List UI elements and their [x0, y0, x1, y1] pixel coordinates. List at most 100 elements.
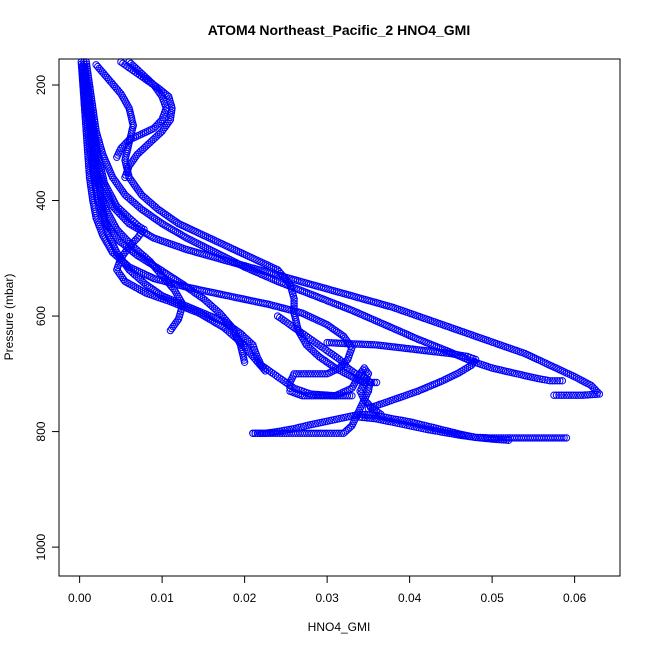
data-point — [493, 435, 501, 444]
data-point — [162, 222, 170, 230]
data-point — [471, 433, 480, 442]
data-point — [557, 391, 566, 399]
data-point — [82, 81, 90, 89]
data-point — [322, 357, 330, 366]
y-tick-label: 1000 — [34, 533, 48, 560]
data-point — [133, 284, 142, 292]
data-point — [572, 391, 580, 399]
data-point — [167, 225, 176, 233]
data-point — [164, 223, 172, 231]
data-point — [83, 99, 92, 108]
data-point — [100, 233, 108, 241]
data-point — [157, 90, 165, 99]
data-point — [150, 214, 159, 223]
data-point — [175, 278, 183, 286]
y-tick-label: 400 — [34, 190, 48, 210]
data-point — [92, 171, 100, 179]
data-point — [552, 391, 561, 399]
data-point — [581, 391, 589, 399]
data-point — [579, 391, 587, 399]
data-point — [81, 76, 89, 85]
data-point — [323, 321, 331, 329]
data-point — [82, 90, 91, 98]
data-point — [481, 434, 489, 443]
data-point — [467, 433, 475, 441]
data-point — [167, 113, 175, 122]
data-point — [588, 390, 596, 399]
data-point — [192, 289, 200, 298]
data-point — [166, 224, 174, 232]
data-point — [306, 370, 315, 378]
series-12 — [356, 413, 513, 444]
data-point — [330, 429, 338, 437]
data-point — [455, 431, 463, 439]
data-point — [365, 414, 374, 422]
data-point — [273, 312, 282, 320]
data-point — [85, 118, 93, 126]
data-point — [118, 252, 127, 261]
data-point — [227, 322, 235, 330]
data-point — [197, 310, 205, 318]
data-point — [366, 378, 374, 387]
data-point — [562, 434, 571, 442]
data-point — [87, 141, 96, 149]
data-point — [593, 390, 601, 398]
data-point — [175, 229, 184, 238]
data-point — [123, 261, 132, 270]
data-point — [363, 414, 371, 422]
data-point — [171, 275, 180, 284]
data-point — [169, 274, 178, 282]
data-point — [368, 414, 376, 423]
data-point — [83, 95, 91, 103]
data-point — [137, 205, 146, 213]
data-point — [117, 90, 125, 98]
data-point — [86, 125, 94, 133]
data-point — [591, 390, 599, 399]
series-7 — [113, 58, 171, 161]
data-point — [89, 152, 97, 161]
data-point — [83, 97, 91, 105]
data-point — [82, 83, 90, 92]
data-point — [560, 434, 568, 442]
x-axis: 0.00 0.01 0.02 0.03 0.04 0.05 0.06 — [68, 575, 587, 605]
data-point — [286, 384, 294, 392]
data-point — [304, 370, 312, 378]
data-point — [361, 413, 369, 422]
data-point — [324, 359, 332, 367]
y-tick-label: 200 — [34, 75, 48, 95]
data-point — [90, 162, 99, 170]
data-point — [87, 134, 95, 142]
y-tick-label: 800 — [34, 421, 48, 441]
data-point — [201, 312, 209, 321]
data-point — [148, 233, 156, 241]
data-point — [180, 281, 189, 290]
data-point — [208, 317, 217, 325]
series-5 — [92, 61, 381, 387]
data-point — [86, 132, 95, 140]
data-point — [160, 221, 168, 229]
data-point — [560, 391, 568, 399]
data-point — [290, 295, 298, 303]
data-point — [154, 205, 162, 213]
data-point — [323, 338, 331, 347]
data-point — [88, 148, 97, 156]
data-point — [455, 369, 463, 377]
data-point — [214, 320, 223, 328]
data-point — [181, 233, 189, 241]
data-point — [290, 302, 298, 310]
x-tick-label: 0.00 — [68, 591, 92, 605]
data-point — [595, 390, 604, 398]
data-point — [119, 94, 127, 102]
data-point — [85, 120, 94, 129]
x-tick-label: 0.06 — [563, 591, 587, 605]
data-point — [323, 429, 331, 437]
data-points — [77, 58, 604, 444]
data-point — [551, 377, 559, 385]
data-point — [158, 219, 166, 228]
data-point — [163, 212, 172, 220]
data-point — [194, 291, 202, 299]
data-point — [126, 160, 135, 168]
data-point — [91, 164, 99, 172]
data-point — [558, 434, 566, 442]
